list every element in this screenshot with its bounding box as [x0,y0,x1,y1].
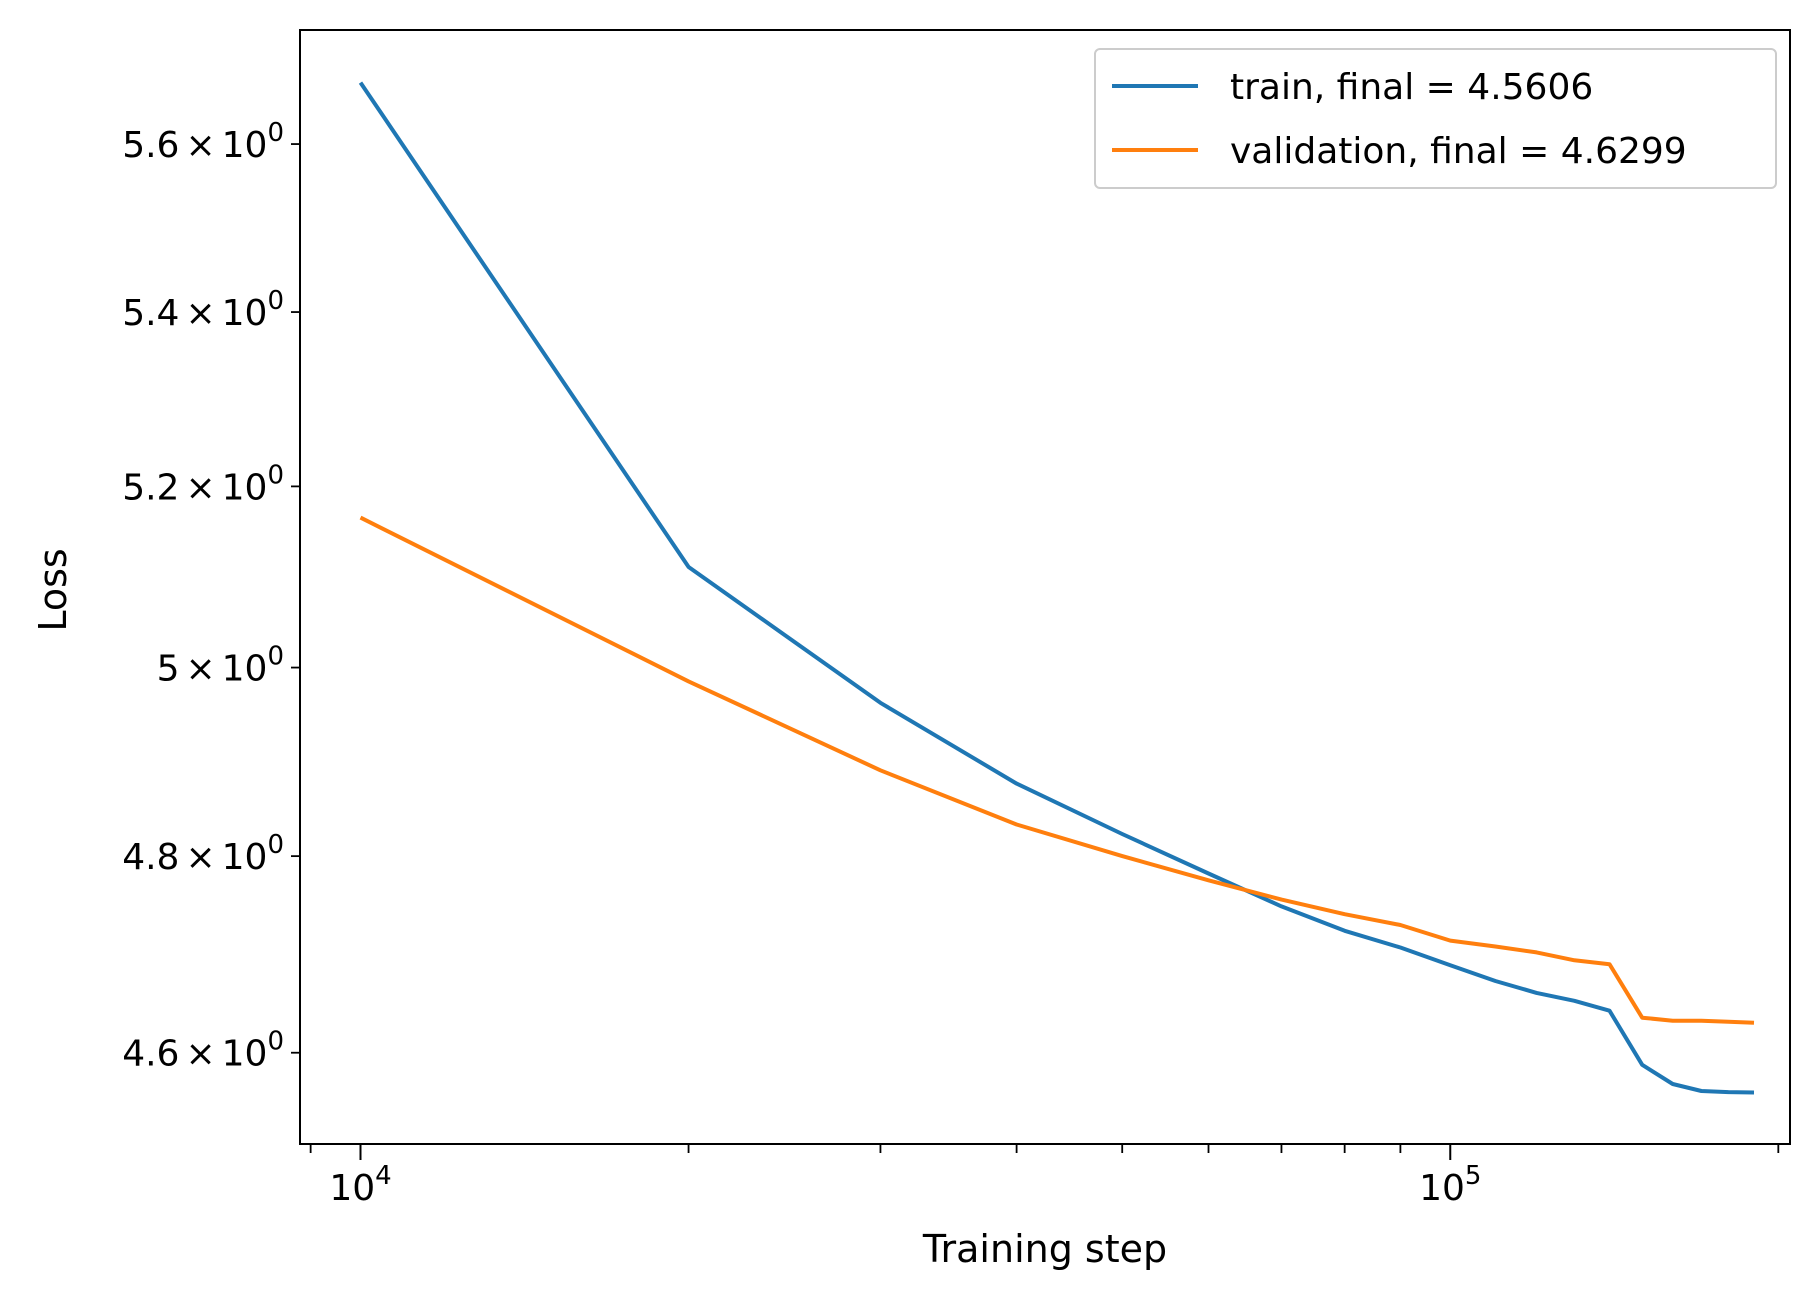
y-tick-base-4: 10 [222,293,268,334]
y-tick-exp-3: 0 [267,460,284,490]
y-tick-base-2: 10 [222,649,268,690]
legend-label-0: train, final = 4.5606 [1230,67,1593,108]
y-tick-label-5: 5.6 × 100 [122,118,284,166]
y-tick-label-3: 5.2 × 100 [122,460,284,508]
y-tick-label-1: 4.8 × 100 [122,830,284,878]
y-tick-exp-2: 0 [267,642,284,672]
x-tick-label-0: 104 [329,1161,391,1209]
y-tick-label-4: 5.4 × 100 [122,286,284,334]
y-tick-mantissa-2: 5 [157,649,180,690]
y-tick-mantissa-0: 4.6 [122,1034,179,1075]
x-tick-base-1: 10 [1419,1168,1465,1209]
x-tick-base-0: 10 [329,1168,375,1209]
y-tick-label-2: 5 × 100 [157,642,284,690]
y-tick-times-3: × [185,467,215,508]
x-tick-label-1: 105 [1419,1161,1481,1209]
y-tick-times-5: × [185,125,215,166]
x-tick-exp-0: 4 [375,1161,392,1191]
y-tick-base-5: 10 [222,125,268,166]
x-tick-exp-1: 5 [1465,1161,1482,1191]
series-line-0 [358,81,1755,1095]
y-tick-times-2: × [185,649,215,690]
series-lines [358,81,1755,1095]
x-axis-title: Training step [922,1227,1167,1271]
legend-label-1: validation, final = 4.6299 [1230,131,1687,172]
y-axis-title: Loss [31,548,75,631]
y-tick-times-1: × [185,837,215,878]
y-tick-mantissa-1: 4.8 [122,837,179,878]
y-tick-exp-5: 0 [267,118,284,148]
y-tick-times-4: × [185,293,215,334]
y-tick-base-0: 10 [222,1034,268,1075]
y-tick-exp-4: 0 [267,286,284,316]
plot-frame [299,29,1791,1145]
y-tick-mantissa-5: 5.6 [122,125,179,166]
y-tick-mantissa-3: 5.2 [122,467,179,508]
legend: train, final = 4.5606 validation, final =… [1094,48,1777,189]
y-tick-base-3: 10 [222,467,268,508]
y-tick-mantissa-4: 5.4 [122,293,179,334]
y-tick-base-1: 10 [222,837,268,878]
y-tick-label-0: 4.6 × 100 [122,1027,284,1075]
series-line-1 [359,515,1755,1025]
x-axis: 104 105 [309,1144,1780,1209]
y-tick-exp-1: 0 [267,830,284,860]
y-tick-exp-0: 0 [267,1027,284,1057]
y-tick-times-0: × [185,1034,215,1075]
legend-box [1094,48,1777,189]
